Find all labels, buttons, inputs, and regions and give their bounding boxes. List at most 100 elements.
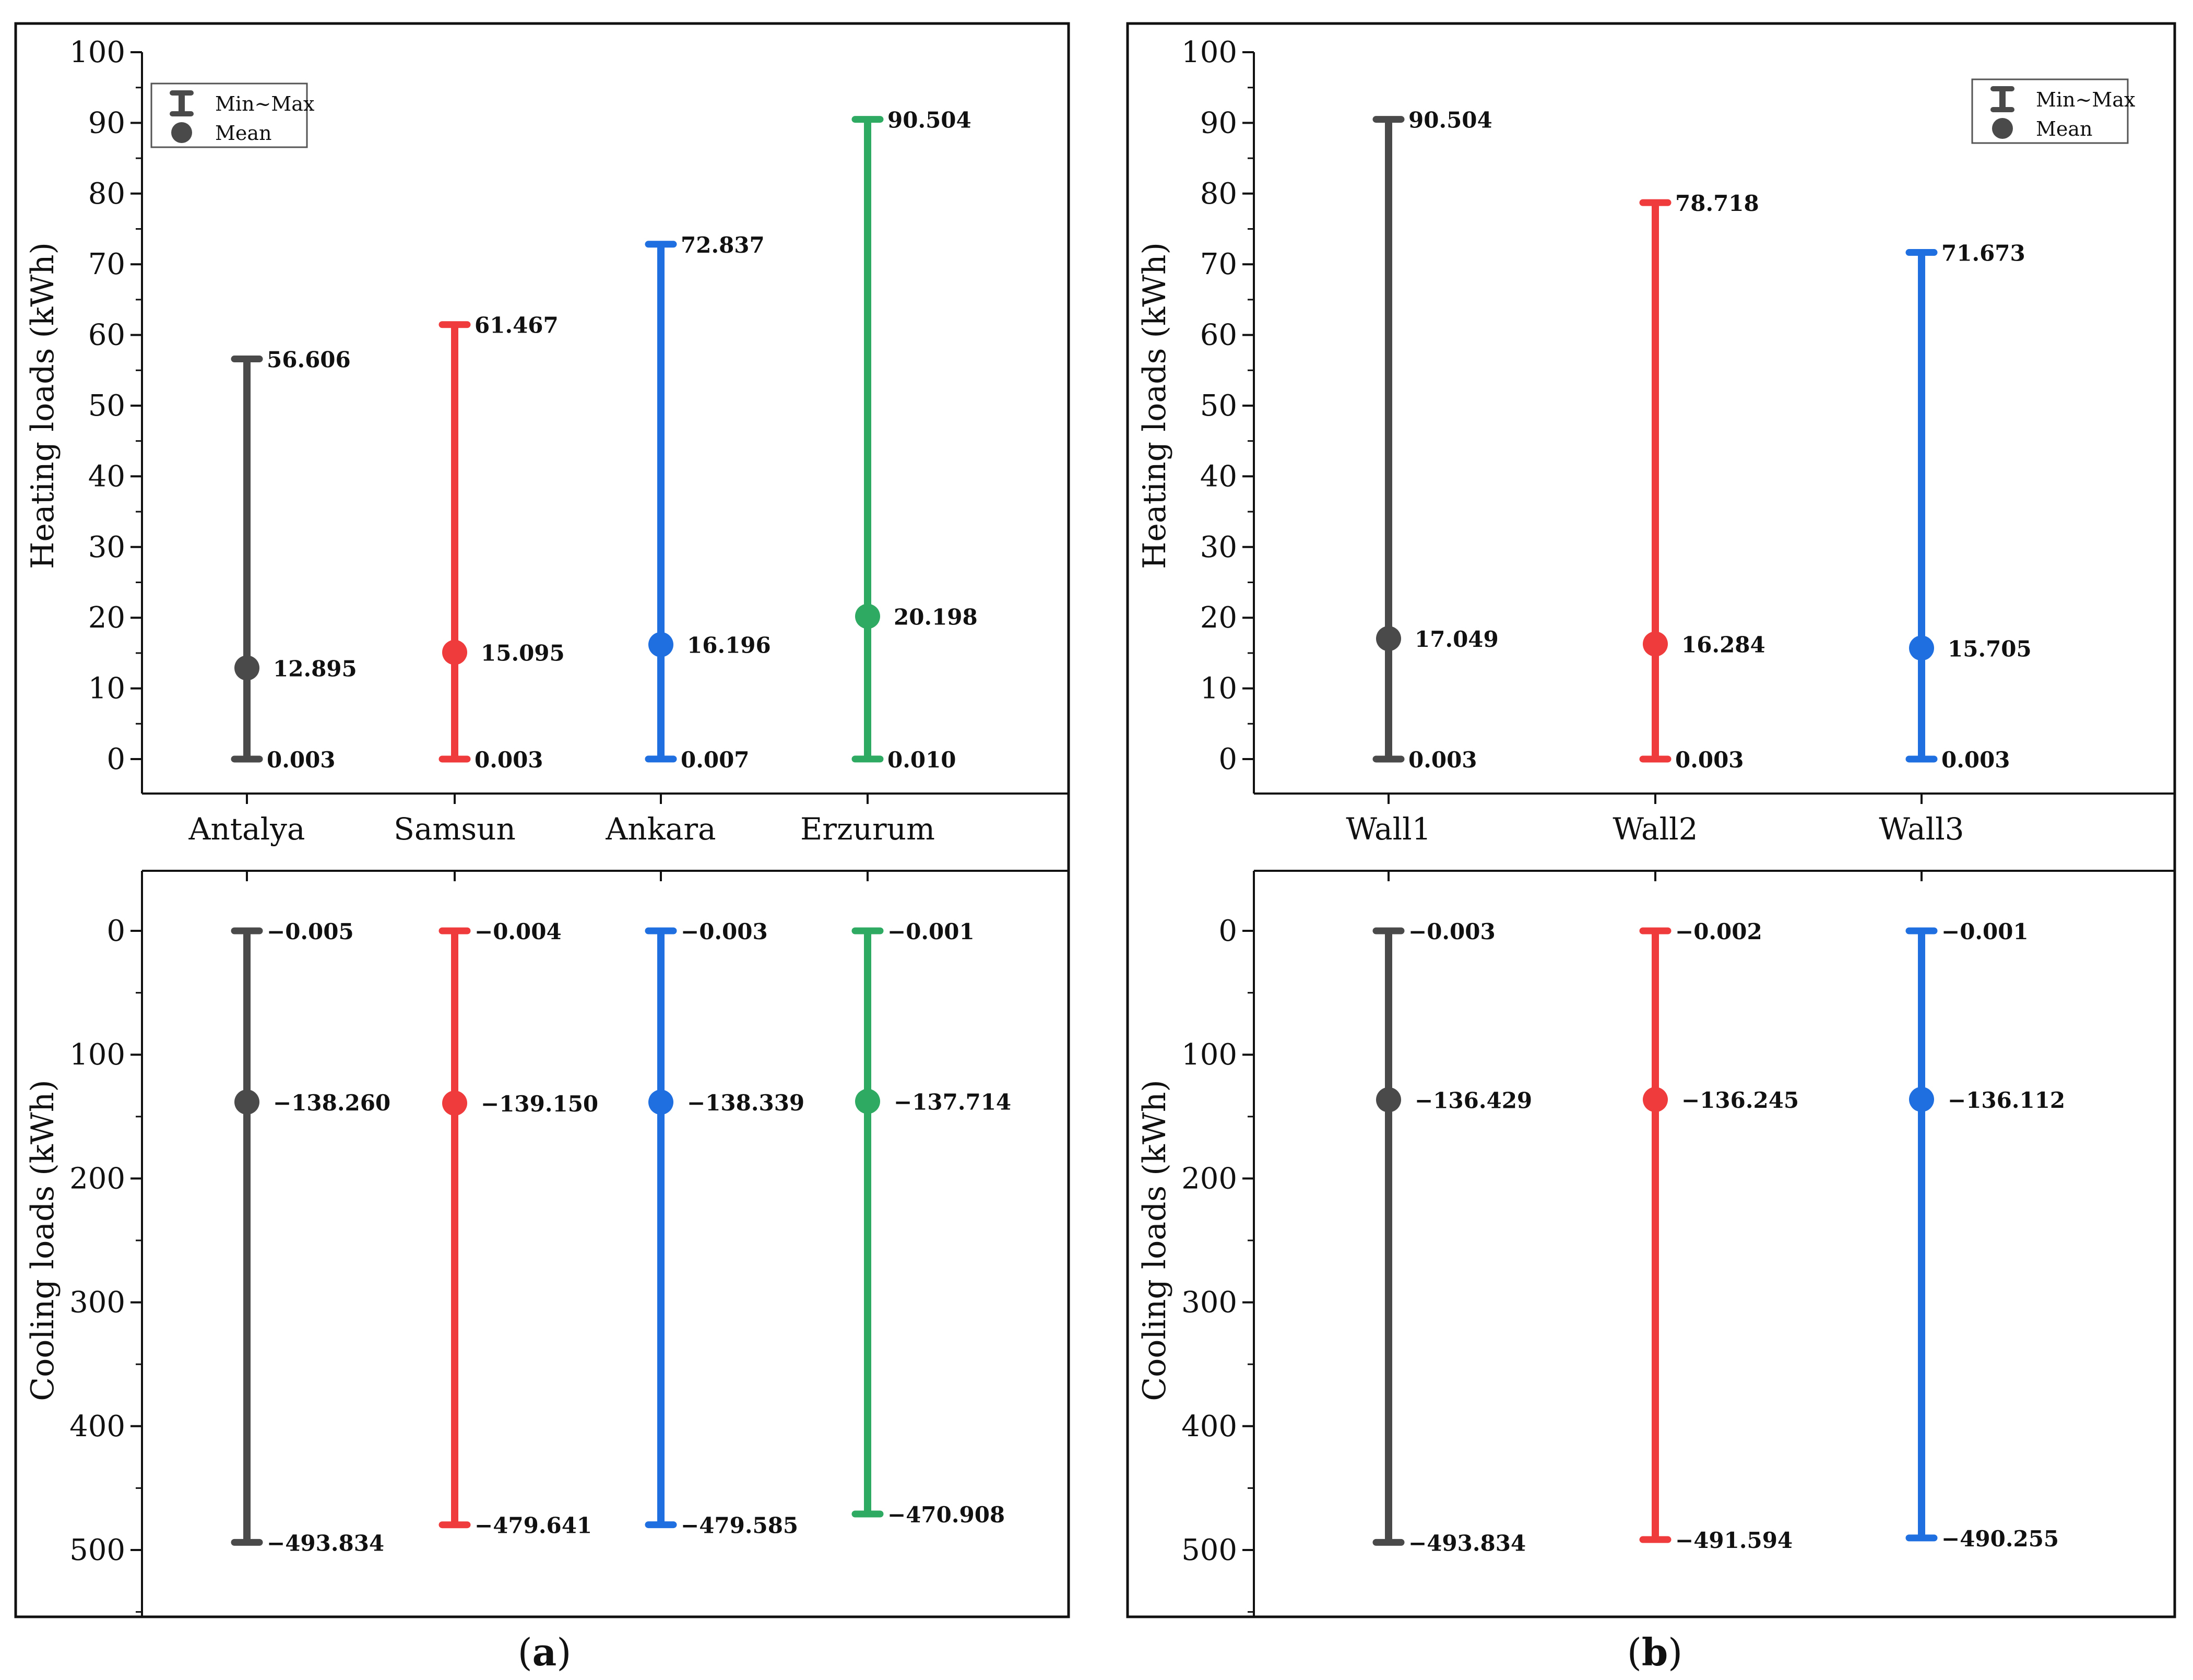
heating-y-axis-title: Heating loads (kWh)	[1136, 242, 1173, 569]
heating-mean-point	[1909, 635, 1934, 661]
caption-letter: a	[532, 1630, 557, 1674]
heating-tick-label: 60	[88, 318, 125, 352]
heating-tick-label: 50	[88, 389, 125, 423]
heating-tick-label: 50	[1200, 389, 1237, 423]
heating-tick-label: 40	[1200, 459, 1237, 493]
heating-mean-point	[648, 632, 673, 657]
legend-mean-symbol	[171, 122, 192, 143]
heating-max-label: 56.606	[267, 347, 351, 373]
caption-close: )	[1668, 1630, 1682, 1674]
heating-mean-label: 17.049	[1415, 626, 1499, 652]
legend-minmax-label: Min~Max	[215, 92, 314, 115]
heating-mean-point	[1643, 631, 1668, 657]
legend: Min~Max Mean	[1971, 78, 2135, 144]
heating-tick-label: 70	[88, 247, 125, 281]
cooling-max-label: −491.594	[1675, 1528, 1793, 1553]
cooling-min-label: −0.003	[1408, 919, 1496, 944]
cooling-tick-label: 100	[1181, 1038, 1237, 1072]
panel-caption: (a)	[518, 1630, 572, 1674]
heating-tick-label: 90	[88, 106, 125, 140]
cooling-max-label: −470.908	[887, 1502, 1005, 1528]
cooling-tick-label: 500	[1181, 1533, 1237, 1567]
panel-caption: (b)	[1627, 1630, 1683, 1674]
caption-close: )	[556, 1630, 571, 1674]
cooling-max-label: −493.834	[1408, 1530, 1526, 1556]
heating-tick-label: 40	[88, 459, 125, 493]
cooling-max-label: −479.585	[681, 1513, 798, 1539]
cooling-mean-point	[648, 1090, 673, 1115]
cooling-tick-label: 200	[69, 1162, 125, 1196]
heating-y-axis-title: Heating loads (kWh)	[25, 242, 61, 569]
cooling-tick-label: 100	[69, 1038, 125, 1072]
heating-tick-label: 60	[1200, 318, 1237, 352]
panel-a: 0 10 20 30 40 50 60 70 80 90 100 Heating loads (kWh…	[14, 22, 1070, 1674]
heating-tick-label: 30	[1200, 530, 1237, 564]
heating-max-label: 78.718	[1675, 191, 1759, 216]
cooling-max-label: −493.834	[267, 1530, 384, 1556]
cooling-mean-point	[1909, 1086, 1934, 1112]
legend-minmax-label: Min~Max	[2036, 88, 2135, 111]
heating-tick-label: 100	[1181, 36, 1237, 69]
heating-mean-label: 20.198	[894, 605, 978, 630]
cooling-y-axis-title: Cooling loads (kWh)	[1136, 1080, 1173, 1401]
cooling-mean-label: −137.714	[894, 1090, 1011, 1115]
cooling-mean-point	[234, 1089, 259, 1115]
heating-tick-label: 20	[1200, 601, 1237, 635]
cooling-min-label: −0.001	[1941, 919, 2029, 944]
heating-max-label: 71.673	[1941, 241, 2025, 266]
heating-mean-label: 16.284	[1681, 632, 1765, 658]
legend-mean-label: Mean	[2036, 117, 2093, 140]
heating-tick-label: 10	[1200, 672, 1237, 706]
heating-mean-point	[855, 604, 880, 629]
category-label: Antalya	[188, 811, 305, 847]
category-label: Erzurum	[800, 811, 935, 847]
cooling-tick-label: 500	[69, 1533, 125, 1567]
caption-open: (	[1627, 1630, 1642, 1674]
heating-tick-label: 90	[1200, 106, 1237, 140]
heating-tick-label: 0	[1218, 742, 1237, 776]
heating-mean-label: 16.196	[687, 633, 771, 658]
heating-tick-label: 70	[1200, 247, 1237, 281]
panel-frame	[1126, 22, 2176, 1618]
heating-max-label: 90.504	[1408, 108, 1492, 133]
panel-b: 0 10 20 30 40 50 60 70 80 90 100 Heating loads (kWh…	[1126, 22, 2176, 1674]
heating-mean-label: 15.095	[481, 641, 565, 666]
cooling-min-label: −0.001	[887, 919, 975, 944]
cooling-tick-label: 0	[1218, 914, 1237, 948]
cooling-tick-label: 0	[106, 914, 125, 948]
heating-tick-label: 10	[88, 672, 125, 706]
category-label: Ankara	[605, 811, 716, 847]
panel-frame	[14, 22, 1070, 1618]
heating-mean-label: 12.895	[273, 656, 357, 681]
heating-tick-label: 30	[88, 530, 125, 564]
cooling-min-label: −0.002	[1675, 919, 1762, 944]
heating-min-label: 0.010	[887, 747, 956, 773]
cooling-min-label: −0.004	[475, 919, 562, 944]
legend-mean-label: Mean	[215, 122, 272, 145]
cooling-mean-point	[855, 1089, 880, 1114]
legend: Min~Max Mean	[150, 82, 314, 148]
heating-min-label: 0.003	[1408, 747, 1477, 773]
legend-mean-symbol	[1992, 118, 2013, 139]
cooling-tick-label: 200	[1181, 1162, 1237, 1196]
category-label: Samsun	[394, 811, 516, 847]
heating-mean-label: 15.705	[1948, 636, 2032, 661]
heating-tick-label: 80	[1200, 177, 1237, 211]
heating-max-label: 90.504	[887, 108, 971, 133]
cooling-mean-label: −136.429	[1415, 1088, 1532, 1114]
heating-mean-point	[442, 640, 467, 665]
category-label: Wall3	[1879, 811, 1964, 847]
heating-min-label: 0.007	[681, 747, 750, 773]
cooling-min-label: −0.005	[267, 919, 354, 944]
cooling-mean-label: −138.339	[687, 1090, 804, 1116]
caption-open: (	[518, 1630, 532, 1674]
heating-min-label: 0.003	[1675, 747, 1744, 773]
cooling-max-label: −479.641	[475, 1513, 592, 1539]
heating-max-label: 72.837	[681, 232, 765, 258]
heating-tick-label: 0	[106, 742, 125, 776]
category-label: Wall2	[1613, 811, 1698, 847]
cooling-mean-label: −136.112	[1948, 1087, 2065, 1113]
cooling-mean-point	[1643, 1087, 1668, 1113]
cooling-mean-point	[1376, 1087, 1401, 1113]
